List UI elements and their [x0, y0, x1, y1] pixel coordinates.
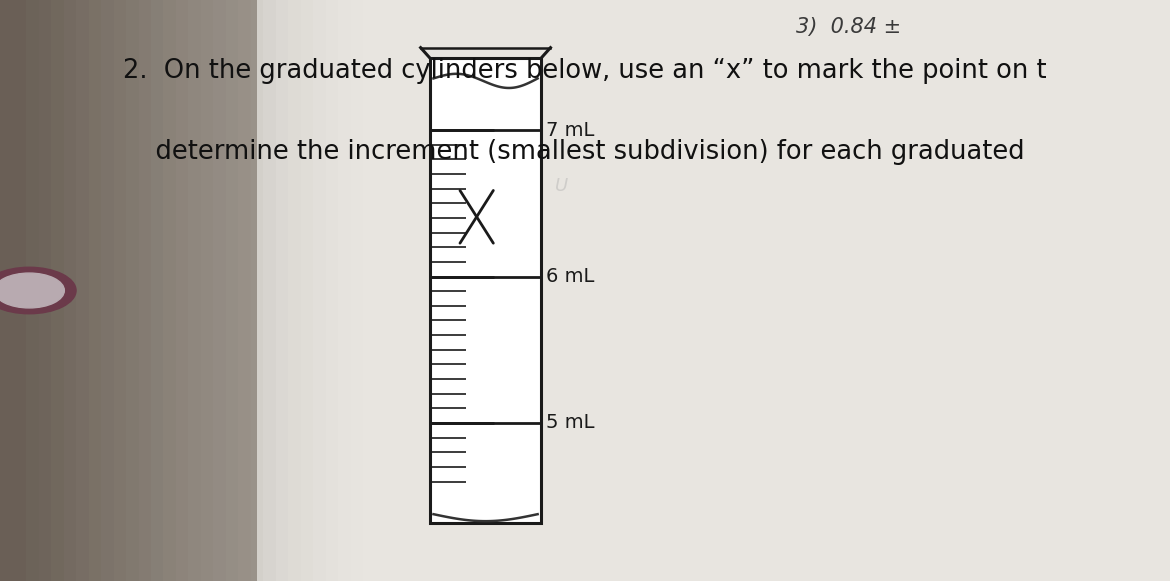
- Bar: [0, 0, 113, 581]
- Bar: [0, 0, 188, 581]
- Bar: [0, 0, 213, 581]
- Bar: [0, 0, 176, 581]
- Bar: [0, 0, 239, 581]
- Bar: [0, 0, 276, 581]
- Bar: [0, 0, 314, 581]
- Circle shape: [0, 267, 76, 314]
- Bar: [0, 0, 126, 581]
- Text: 5 mL: 5 mL: [545, 414, 594, 432]
- Bar: [0, 0, 26, 581]
- Bar: [0, 0, 338, 581]
- Text: 3)  0.84 ±: 3) 0.84 ±: [796, 17, 901, 37]
- Bar: [0, 0, 89, 581]
- Bar: [0, 0, 250, 581]
- Bar: [0, 0, 201, 581]
- Bar: [0, 0, 51, 581]
- Text: determine the increment (smallest subdivision) for each graduated: determine the increment (smallest subdiv…: [123, 139, 1025, 166]
- Bar: [0, 0, 164, 581]
- Bar: [0, 0, 301, 581]
- Bar: [0, 0, 63, 581]
- Bar: [0, 0, 263, 581]
- Bar: [0, 0, 101, 581]
- Bar: [0, 0, 138, 581]
- Bar: [0, 0, 151, 581]
- Bar: [0, 0, 39, 581]
- Bar: [0, 0, 257, 581]
- Bar: [0, 0, 388, 581]
- Bar: [0, 0, 325, 581]
- Circle shape: [0, 273, 64, 308]
- Bar: [0, 0, 363, 581]
- Bar: [431, 58, 541, 523]
- Text: 7 mL: 7 mL: [545, 121, 594, 139]
- Bar: [0, 0, 288, 581]
- Bar: [0, 0, 376, 581]
- Text: 6 mL: 6 mL: [545, 267, 594, 286]
- Bar: [0, 0, 76, 581]
- Bar: [0, 0, 351, 581]
- Text: 2.  On the graduated cylinders below, use an “x” to mark the point on t: 2. On the graduated cylinders below, use…: [123, 58, 1046, 84]
- Bar: [0, 0, 226, 581]
- Text: U: U: [555, 177, 569, 195]
